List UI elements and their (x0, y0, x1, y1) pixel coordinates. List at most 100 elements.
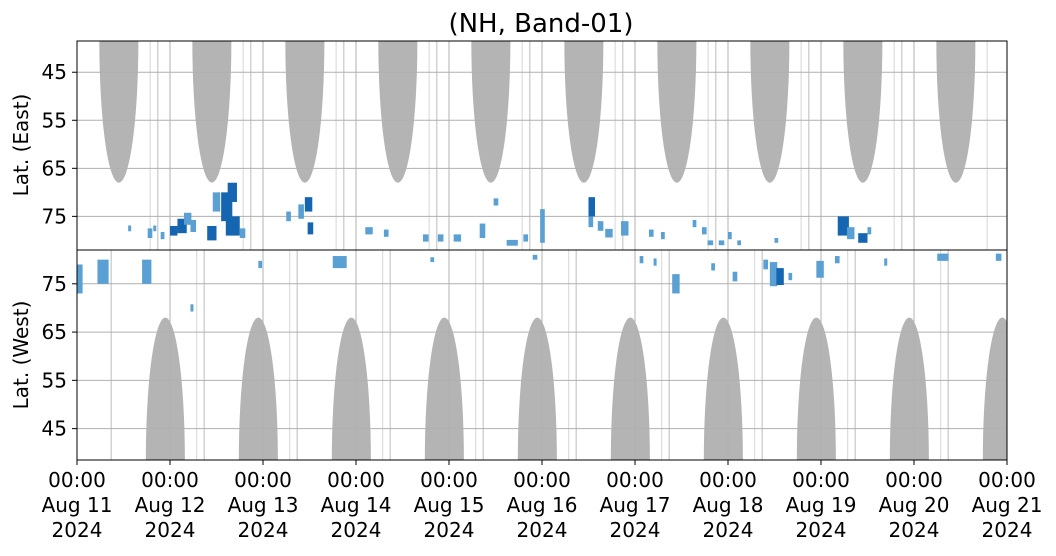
terminator-line (754, 250, 756, 460)
event-patch (639, 256, 644, 264)
event-patch (227, 182, 237, 202)
event-patch (160, 231, 165, 240)
x-tick-time: 00:00 (513, 468, 571, 492)
east-daylight-layer (99, 41, 988, 250)
terminator-line (947, 250, 949, 460)
x-tick-time: 00:00 (234, 468, 292, 492)
event-patch (365, 227, 373, 235)
daylight-region (843, 41, 883, 183)
terminator-line (661, 250, 663, 460)
event-patch (307, 222, 314, 235)
terminator-line (986, 41, 988, 250)
east-yticks: 45 55 65 75 (42, 60, 77, 228)
event-patch (430, 257, 435, 263)
x-tick-date: Aug 15 (414, 493, 485, 517)
x-tick-time: 00:00 (885, 468, 943, 492)
panel-west: 75 65 55 45 Lat. (West) (9, 250, 1034, 460)
terminator-line (382, 250, 384, 460)
terminator-line (203, 250, 205, 460)
west-grid (77, 250, 1007, 460)
event-patch (190, 304, 194, 312)
x-tick-date: Aug 20 (879, 493, 950, 517)
event-patch (128, 225, 132, 232)
event-patch (648, 229, 654, 237)
event-patch (190, 219, 197, 232)
daylight-region (285, 41, 325, 183)
y-tick-label: 75 (42, 204, 67, 228)
event-patch (711, 263, 715, 271)
event-patch (788, 272, 793, 281)
terminator-line (296, 250, 298, 460)
x-tick-date: Aug 19 (786, 493, 857, 517)
event-patch (453, 234, 462, 242)
x-tick-date: Aug 21 (972, 493, 1043, 517)
terminator-line (940, 250, 942, 460)
daylight-region (331, 317, 371, 460)
x-tick-date: Aug 17 (600, 493, 671, 517)
terminator-line (156, 41, 159, 250)
west-events-layer (77, 253, 1002, 312)
terminator-line (342, 41, 345, 250)
terminator-line (482, 250, 484, 460)
daylight-region (192, 41, 232, 183)
event-patch (332, 256, 347, 269)
daylight-region (982, 317, 1007, 460)
terminator-line (242, 41, 244, 250)
event-patch (207, 225, 217, 241)
panel-east: 45 55 65 75 Lat. (East) (9, 41, 1007, 250)
event-patch (153, 225, 157, 232)
y-tick-label: 55 (42, 368, 67, 392)
event-patch (834, 256, 840, 264)
event-patch (858, 233, 868, 243)
terminator-line (249, 41, 252, 250)
daylight-region (145, 317, 185, 460)
event-patch (437, 234, 444, 242)
terminator-line (568, 250, 570, 460)
event-patch (605, 228, 613, 238)
terminator-line (707, 41, 709, 250)
west-daylight-layer (110, 250, 1034, 460)
x-tick-year: 2024 (703, 518, 754, 542)
event-patch (597, 221, 604, 231)
event-patch (701, 227, 707, 235)
event-patch (147, 228, 153, 238)
terminator-line (761, 250, 763, 460)
east-ylabel: Lat. (East) (9, 94, 33, 197)
event-patch (212, 192, 221, 212)
terminator-line (854, 250, 856, 460)
x-tick-date: Aug 13 (228, 493, 299, 517)
x-tick-time: 00:00 (606, 468, 664, 492)
terminator-line (335, 41, 337, 250)
y-tick-label: 65 (42, 320, 67, 344)
terminator-line (893, 41, 895, 250)
event-patch (422, 234, 429, 242)
daylight-region (99, 41, 139, 183)
terminator-line (389, 250, 391, 460)
x-tick-date: Aug 12 (135, 493, 206, 517)
event-patch (588, 215, 594, 228)
x-tick-date: Aug 18 (693, 493, 764, 517)
x-tick-year: 2024 (145, 518, 196, 542)
daylight-region (657, 41, 697, 183)
terminator-line (621, 41, 624, 250)
west-ylabel: Lat. (West) (9, 301, 33, 410)
event-patch (239, 228, 246, 238)
terminator-line (614, 41, 616, 250)
event-patch (532, 254, 538, 260)
x-tick-time: 00:00 (420, 468, 478, 492)
terminator-line (1033, 250, 1034, 460)
terminator-line (475, 250, 477, 460)
x-tick-time: 00:00 (978, 468, 1036, 492)
daylight-region (517, 317, 557, 460)
y-tick-label: 65 (42, 156, 67, 180)
x-tick-time: 00:00 (141, 468, 199, 492)
event-patch (867, 227, 872, 235)
event-patch (769, 262, 778, 287)
daylight-region (378, 41, 418, 183)
y-tick-label: 45 (42, 60, 67, 84)
x-tick-year: 2024 (238, 518, 289, 542)
x-tick-time: 00:00 (48, 468, 106, 492)
x-tick-date: Aug 11 (42, 493, 113, 517)
event-patch (816, 260, 824, 278)
terminator-line (196, 250, 198, 460)
